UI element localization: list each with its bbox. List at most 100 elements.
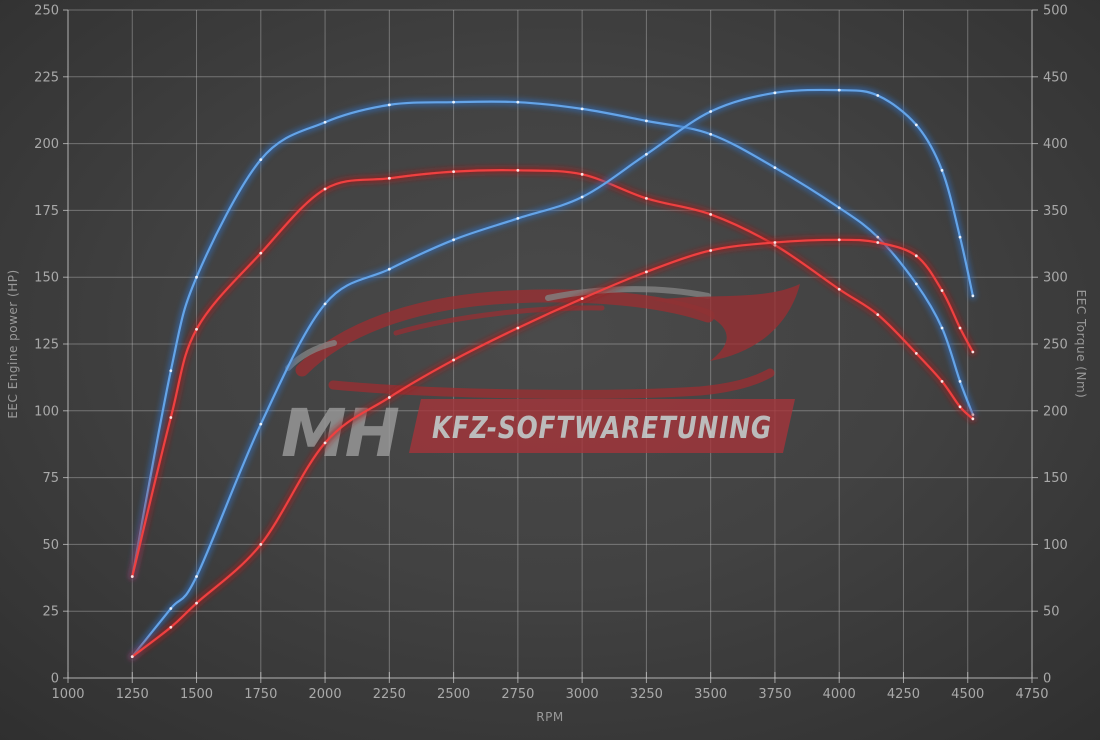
torque-curve-red-point	[914, 351, 918, 355]
power-curve-red-point	[169, 625, 173, 629]
torque-curve-blue-point	[709, 132, 713, 136]
torque-curve-red	[128, 166, 977, 580]
torque-curve-blue-point	[837, 206, 841, 210]
curve-series	[128, 86, 977, 661]
left-tick-label: 225	[34, 70, 59, 85]
power-curve-blue-point	[452, 238, 455, 242]
left-tick-label: 250	[34, 4, 59, 19]
torque-curve-red-line	[131, 169, 974, 578]
left-tick-label: 75	[42, 471, 59, 486]
left-tick-label: 25	[42, 605, 59, 620]
torque-curve-blue-point	[580, 107, 584, 111]
power-curve-red-point	[645, 270, 648, 274]
power-curve-red-point	[876, 241, 880, 244]
right-tick-label: 500	[1043, 4, 1068, 19]
right-tick-label: 200	[1043, 404, 1068, 419]
power-curve-red-point	[709, 249, 713, 252]
power-curve-red-point	[773, 241, 777, 244]
power-curve-blue-glow	[128, 86, 977, 661]
torque-curve-red-glow	[128, 166, 977, 580]
torque-curve-red-point	[709, 213, 713, 216]
right-tick-label: 250	[1043, 338, 1068, 353]
x-tick-label: 2500	[437, 687, 470, 702]
power-curve-red-point	[837, 238, 841, 242]
x-tick-label: 3250	[630, 687, 663, 702]
x-tick-label: 1500	[180, 687, 213, 702]
torque-curve-red-point	[387, 176, 391, 180]
power-curve-blue-point	[958, 235, 962, 239]
x-tick-label: 4500	[951, 687, 984, 702]
power-curve-red-point	[914, 254, 918, 258]
torque-curve-red-point	[323, 187, 327, 191]
power-curve-blue-point	[914, 123, 918, 127]
left-tick-label: 175	[34, 204, 59, 219]
left-tick-label: 150	[34, 271, 59, 286]
x-axis-title: RPM	[536, 710, 563, 724]
power-curve-blue-point	[709, 110, 713, 113]
power-curve-blue-point	[516, 217, 520, 220]
right-tick-label: 350	[1043, 204, 1068, 219]
torque-curve-red-point	[940, 380, 944, 383]
x-tick-label: 4750	[1015, 687, 1048, 702]
gridlines	[67, 9, 1033, 679]
power-curve-red-point	[958, 326, 962, 330]
torque-curve-blue-line	[131, 100, 974, 578]
torque-curve-red-point	[876, 313, 880, 317]
tick-labels: 1000 1250 1500 1750 2000 2250 2500 2750 3000 3250…	[34, 4, 1068, 703]
power-curve-red-point	[452, 358, 455, 362]
power-curve-red-point	[971, 350, 975, 354]
torque-curve-red-point	[580, 172, 584, 176]
torque-curve-blue-point	[169, 369, 173, 373]
torque-curve-red-point	[971, 417, 975, 421]
power-curve-blue-point	[387, 267, 391, 271]
power-curve-blue-point	[169, 607, 173, 610]
power-curve-red-point	[580, 297, 584, 300]
right-tick-label: 50	[1043, 605, 1060, 620]
torque-curve-red-point	[195, 327, 198, 331]
power-curve-blue-line	[131, 88, 974, 658]
torque-curve-red-point	[837, 287, 841, 291]
power-curve-red-point	[130, 655, 134, 659]
left-tick-label: 50	[42, 538, 59, 553]
watermark-red-banner	[409, 399, 795, 453]
left-tick-label: 0	[51, 672, 59, 687]
power-curve-blue-point	[259, 422, 263, 426]
power-curve-blue-point	[940, 168, 944, 172]
torque-curve-red-point	[130, 575, 134, 578]
power-curve-blue-point	[773, 91, 777, 95]
watermark-brand-text: KFZ-SOFTWARETUNING	[432, 411, 772, 446]
x-tick-label: 4250	[887, 687, 920, 702]
left-axis-title: EEC Engine power (HP)	[6, 269, 20, 418]
torque-curve-red-point	[516, 168, 520, 172]
torque-curve-blue-point	[940, 326, 944, 330]
right-axis-title: EEC Torque (Nm)	[1074, 290, 1088, 399]
torque-curve-blue-point	[195, 275, 198, 279]
power-curve-red	[128, 236, 977, 661]
right-tick-label: 100	[1043, 538, 1068, 553]
power-curve-red-point	[387, 396, 391, 399]
car-logo-graphic	[285, 284, 800, 399]
right-tick-label: 300	[1043, 271, 1068, 286]
axis-frame	[63, 9, 1038, 683]
torque-curve-blue-point	[259, 158, 263, 162]
torque-curve-blue-point	[914, 282, 918, 286]
x-tick-label: 2000	[309, 687, 342, 702]
right-tick-label: 450	[1043, 70, 1068, 85]
x-tick-label: 2750	[501, 687, 534, 702]
power-curve-blue-point	[323, 302, 327, 306]
x-tick-label: 4000	[823, 687, 856, 702]
torque-curve-blue-point	[387, 103, 391, 107]
power-curve-red-point	[259, 543, 263, 546]
power-curve-red-point	[323, 441, 327, 445]
power-curve-red-point	[516, 326, 520, 330]
torque-curve-blue-point	[516, 100, 520, 104]
watermark-mh-text: MH	[281, 395, 399, 472]
left-tick-label: 125	[34, 338, 59, 353]
right-tick-label: 0	[1043, 672, 1051, 687]
right-tick-label: 400	[1043, 137, 1068, 152]
x-tick-label: 3500	[694, 687, 727, 702]
power-curve-blue-point	[580, 195, 584, 199]
right-tick-label: 150	[1043, 471, 1068, 486]
x-tick-label: 2250	[373, 687, 406, 702]
